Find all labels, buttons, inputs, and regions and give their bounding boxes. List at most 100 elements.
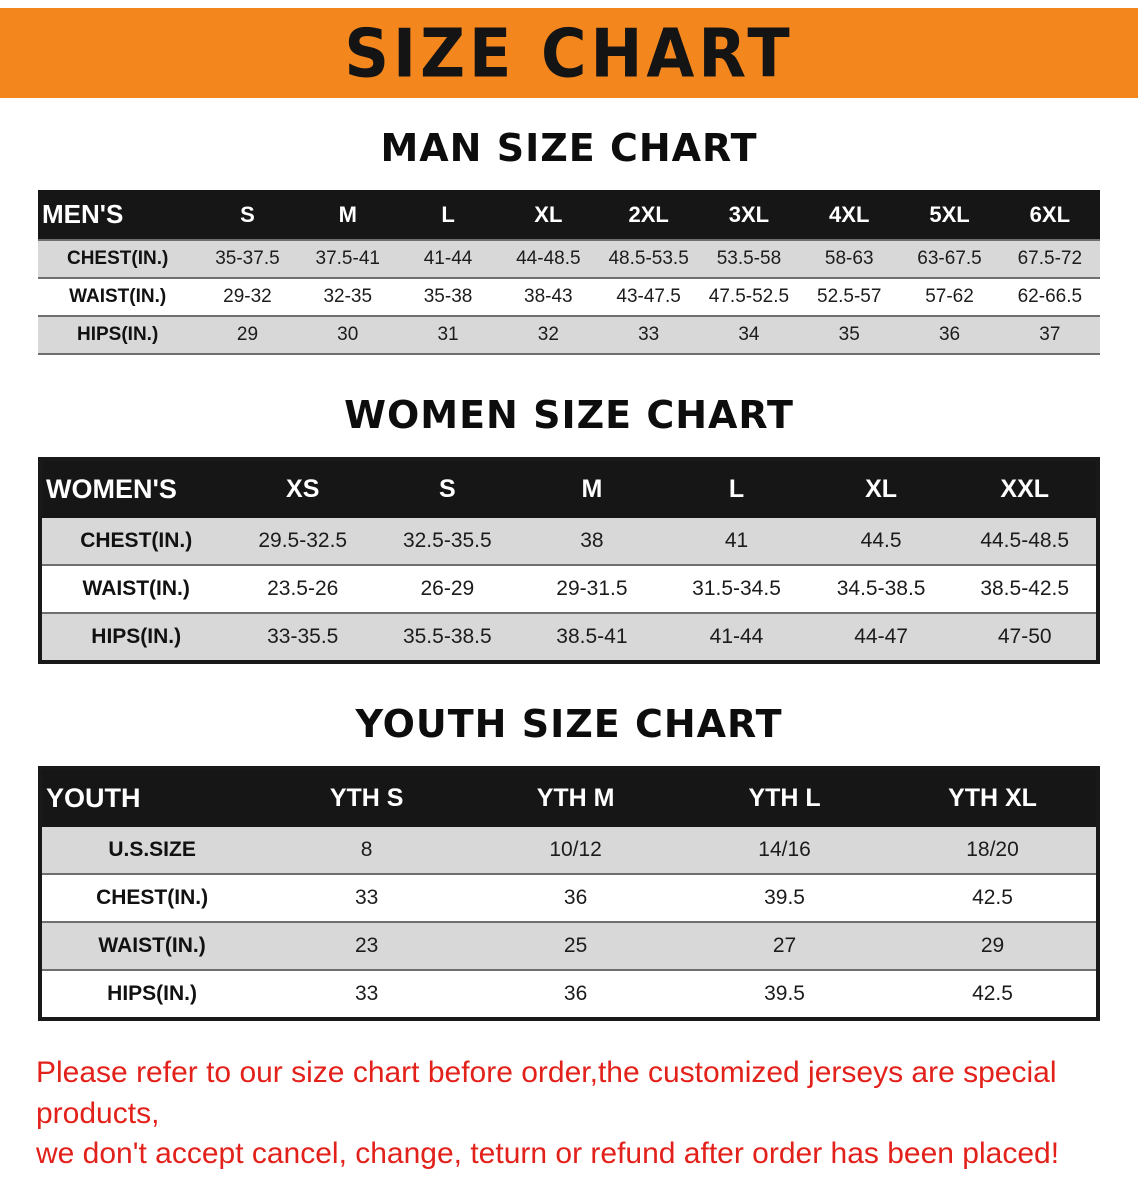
cell-value: 52.5-57	[817, 286, 882, 307]
section-title-men: MAN SIZE CHART	[380, 126, 758, 170]
cell-value: 31.5-34.5	[692, 577, 781, 600]
cell-value: 29	[236, 324, 259, 345]
cell-value: 10/12	[549, 838, 602, 861]
size-column-header: YTH M	[471, 768, 681, 827]
cell-value: 31	[437, 324, 459, 345]
cell-value: 36	[938, 324, 961, 345]
cell-value: 39.5	[764, 886, 805, 909]
cell-value: 33	[638, 324, 660, 345]
men-header-row: MEN'S S M L XL 2XL 3XL 4XL 5XL 6XL	[38, 190, 1100, 240]
cell-value: 32	[537, 324, 559, 345]
table-row: HIPS(IN.) 29 30 31 32 33 34 35 36 37	[38, 316, 1100, 354]
cell-value: 43-47.5	[616, 286, 681, 307]
cell-value: 67.5-72	[1017, 248, 1083, 269]
cell-value: 37.5-41	[315, 248, 380, 269]
cell-value: 35.5-38.5	[402, 625, 492, 648]
size-column-header: L	[664, 459, 809, 518]
size-column-header: YTH S	[262, 768, 472, 827]
row-label: HIPS(IN.)	[91, 625, 182, 648]
row-label: WAIST(IN.)	[98, 934, 206, 957]
page-title: SIZE CHART	[344, 13, 794, 93]
cell-value: 35-37.5	[215, 248, 280, 269]
cell-value: 42.5	[972, 982, 1013, 1005]
cell-value: 38.5-42.5	[980, 577, 1070, 600]
cell-value: 14/16	[758, 838, 811, 861]
table-row: WAIST(IN.) 29-32 32-35 35-38 38-43 43-47.5 47.…	[38, 278, 1100, 316]
table-row: CHEST(IN.) 35-37.5 37.5-41 41-44 44-48.5 48.5…	[38, 240, 1100, 278]
cell-value: 29.5-32.5	[258, 529, 348, 552]
size-column-header: XXL	[953, 459, 1098, 518]
cell-value: 29-32	[223, 286, 272, 307]
cell-value: 41	[724, 529, 749, 552]
cell-value: 38.5-41	[556, 625, 628, 648]
cell-value: 26-29	[420, 577, 475, 600]
cell-value: 33	[354, 886, 379, 909]
cell-value: 41-44	[709, 625, 764, 648]
table-row: CHEST(IN.) 33 36 39.5 42.5	[40, 874, 1098, 922]
cell-value: 18/20	[966, 838, 1019, 861]
cell-value: 35	[838, 324, 860, 345]
disclaimer: Please refer to our size chart before or…	[36, 1053, 1106, 1175]
row-label: WAIST(IN.)	[69, 286, 167, 307]
cell-value: 32-35	[323, 286, 373, 307]
size-column-header: M	[519, 459, 665, 518]
cell-value: 36	[563, 982, 588, 1005]
size-column-header: XL	[498, 190, 599, 240]
cell-value: 32.5-35.5	[402, 529, 492, 552]
cell-value: 44-47	[854, 625, 908, 648]
cell-value: 47-50	[997, 625, 1052, 648]
cell-value: 27	[772, 934, 797, 957]
women-header-label: WOMEN'S	[40, 459, 231, 518]
cell-value: 37	[1039, 324, 1061, 345]
size-column-header: L	[397, 190, 499, 240]
size-column-header: XS	[230, 459, 376, 518]
cell-value: 23	[354, 934, 379, 957]
size-column-header: 5XL	[899, 190, 1000, 240]
row-label: CHEST(IN.)	[96, 886, 209, 909]
men-header-label: MEN'S	[38, 190, 198, 240]
row-label: U.S.SIZE	[108, 838, 196, 861]
row-label: HIPS(IN.)	[107, 982, 197, 1005]
cell-value: 34	[738, 324, 760, 345]
cell-value: 62-66.5	[1017, 286, 1083, 307]
table-row: HIPS(IN.) 33 36 39.5 42.5	[40, 970, 1098, 1019]
youth-header-row: YOUTH YTH S YTH M YTH L YTH XL	[40, 768, 1098, 827]
cell-value: 44.5-48.5	[980, 529, 1070, 552]
size-column-header: S	[375, 459, 520, 518]
cell-value: 34.5-38.5	[836, 577, 926, 600]
table-row: WAIST(IN.) 23 25 27 29	[40, 922, 1098, 970]
cell-value: 38-43	[524, 286, 573, 307]
size-column-header: 2XL	[598, 190, 699, 240]
size-chart-banner: SIZE CHART	[0, 8, 1138, 98]
cell-value: 48.5-53.5	[608, 248, 689, 269]
cell-value: 30	[337, 324, 359, 345]
cell-value: 58-63	[824, 248, 874, 269]
section-title-youth: YOUTH SIZE CHART	[355, 702, 783, 746]
table-row: HIPS(IN.) 33-35.5 35.5-38.5 38.5-41 41-44 44-…	[40, 613, 1098, 662]
table-row: WAIST(IN.) 23.5-26 26-29 29-31.5 31.5-34.5 34…	[40, 565, 1098, 613]
cell-value: 29	[980, 934, 1005, 957]
table-row: CHEST(IN.) 29.5-32.5 32.5-35.5 38 41 44.5 44.5…	[40, 518, 1098, 565]
size-tables-container: MAN SIZE CHART MEN'S S M L XL 2XL 3XL 4XL 5XL 6XL C…	[0, 126, 1138, 1021]
women-size-table: WOMEN'S XS S M L XL XXL CHEST(IN.) 29.5-32.5 32.5…	[38, 457, 1100, 664]
cell-value: 57-62	[925, 286, 974, 307]
size-column-header: 3XL	[698, 190, 800, 240]
cell-value: 35-38	[423, 286, 473, 307]
cell-value: 38	[580, 529, 604, 552]
youth-header-label: YOUTH	[40, 768, 263, 827]
size-column-header: 6XL	[999, 190, 1100, 240]
size-column-header: XL	[808, 459, 954, 518]
cell-value: 29-31.5	[556, 577, 628, 600]
cell-value: 53.5-58	[716, 248, 782, 269]
cell-value: 42.5	[972, 886, 1013, 909]
size-column-header: YTH L	[680, 768, 890, 827]
women-header-row: WOMEN'S XS S M L XL XXL	[40, 459, 1098, 518]
table-row: U.S.SIZE 8 10/12 14/16 18/20	[40, 827, 1098, 874]
cell-value: 44.5	[860, 529, 902, 552]
size-column-header: 4XL	[799, 190, 900, 240]
row-label: WAIST(IN.)	[82, 577, 190, 600]
row-label: CHEST(IN.)	[80, 529, 193, 552]
cell-value: 25	[563, 934, 588, 957]
cell-value: 33-35.5	[267, 625, 339, 648]
cell-value: 36	[563, 886, 588, 909]
